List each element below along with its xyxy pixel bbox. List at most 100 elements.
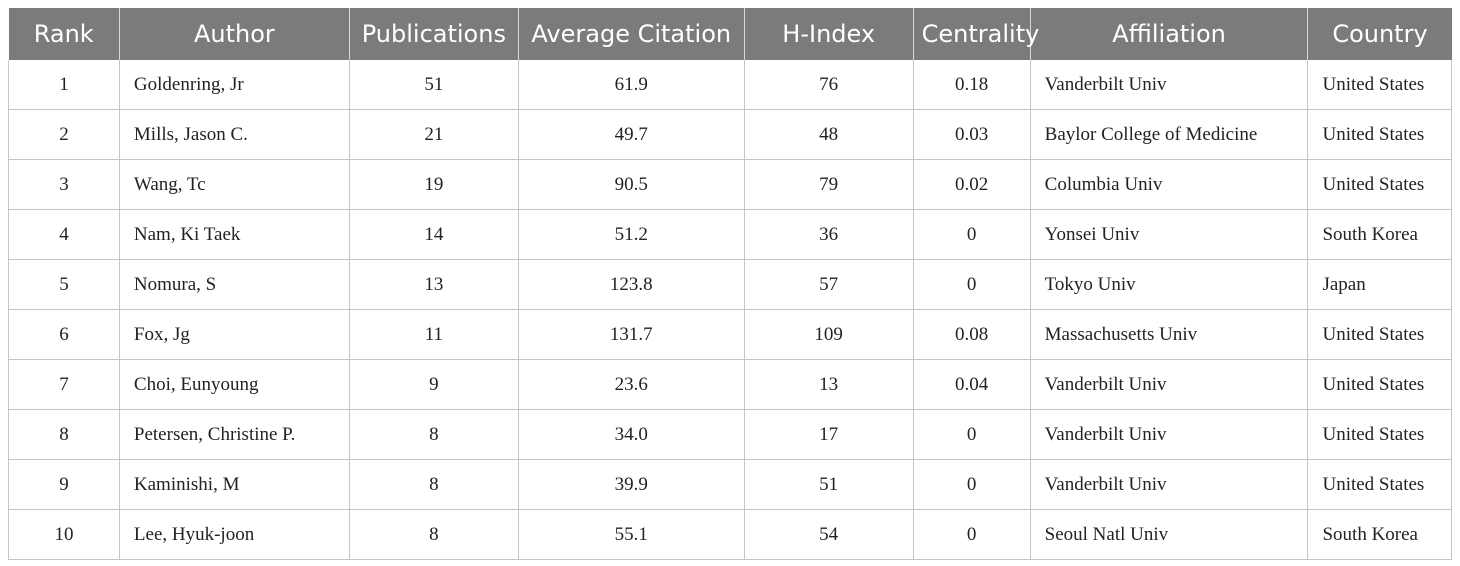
cell-h-index: 57	[744, 259, 914, 310]
cell-average-citation: 23.6	[518, 359, 745, 410]
table-row: 10 Lee, Hyuk-joon 8 55.1 54 0 Seoul Natl Univ S…	[8, 509, 1452, 560]
header-author: Author	[119, 8, 350, 60]
cell-author: Fox, Jg	[119, 309, 350, 360]
cell-country: United States	[1307, 359, 1452, 410]
cell-h-index: 54	[744, 509, 914, 560]
table-row: 1 Goldenring, Jr 51 61.9 76 0.18 Vanderbilt Un…	[8, 60, 1452, 110]
cell-average-citation: 131.7	[518, 309, 745, 360]
cell-affiliation: Vanderbilt Univ	[1030, 409, 1309, 460]
cell-centrality: 0	[913, 459, 1031, 510]
header-average-citation: Average Citation	[518, 8, 745, 60]
cell-rank: 4	[8, 209, 120, 260]
cell-rank: 6	[8, 309, 120, 360]
cell-rank: 3	[8, 159, 120, 210]
cell-country: Japan	[1307, 259, 1452, 310]
table-header-row: Rank Author Publications Average Citatio…	[8, 8, 1452, 60]
cell-country: United States	[1307, 409, 1452, 460]
cell-rank: 7	[8, 359, 120, 410]
cell-average-citation: 39.9	[518, 459, 745, 510]
cell-author: Choi, Eunyoung	[119, 359, 350, 410]
cell-affiliation: Baylor College of Medicine	[1030, 109, 1309, 160]
cell-average-citation: 34.0	[518, 409, 745, 460]
table-row: 7 Choi, Eunyoung 9 23.6 13 0.04 Vanderbilt Uni…	[8, 359, 1452, 410]
cell-h-index: 13	[744, 359, 914, 410]
cell-author: Nomura, S	[119, 259, 350, 310]
cell-publications: 19	[349, 159, 519, 210]
cell-average-citation: 90.5	[518, 159, 745, 210]
cell-author: Petersen, Christine P.	[119, 409, 350, 460]
cell-h-index: 109	[744, 309, 914, 360]
cell-country: United States	[1307, 109, 1452, 160]
cell-affiliation: Yonsei Univ	[1030, 209, 1309, 260]
cell-h-index: 36	[744, 209, 914, 260]
cell-centrality: 0.04	[913, 359, 1031, 410]
cell-centrality: 0	[913, 409, 1031, 460]
cell-country: United States	[1307, 159, 1452, 210]
cell-author: Nam, Ki Taek	[119, 209, 350, 260]
cell-rank: 10	[8, 509, 120, 560]
cell-rank: 2	[8, 109, 120, 160]
cell-rank: 9	[8, 459, 120, 510]
cell-rank: 8	[8, 409, 120, 460]
table-row: 4 Nam, Ki Taek 14 51.2 36 0 Yonsei Univ South K…	[8, 209, 1452, 260]
cell-country: South Korea	[1307, 509, 1452, 560]
cell-h-index: 76	[744, 60, 914, 110]
cell-author: Kaminishi, M	[119, 459, 350, 510]
cell-publications: 11	[349, 309, 519, 360]
table-row: 6 Fox, Jg 11 131.7 109 0.08 Massachusetts Univ…	[8, 309, 1452, 360]
cell-centrality: 0.08	[913, 309, 1031, 360]
header-h-index: H-Index	[744, 8, 914, 60]
cell-author: Lee, Hyuk-joon	[119, 509, 350, 560]
cell-affiliation: Massachusetts Univ	[1030, 309, 1309, 360]
cell-rank: 1	[8, 60, 120, 110]
cell-h-index: 51	[744, 459, 914, 510]
cell-publications: 8	[349, 459, 519, 510]
cell-affiliation: Seoul Natl Univ	[1030, 509, 1309, 560]
cell-publications: 13	[349, 259, 519, 310]
cell-centrality: 0	[913, 509, 1031, 560]
cell-publications: 8	[349, 509, 519, 560]
table-row: 5 Nomura, S 13 123.8 57 0 Tokyo Univ Japan	[8, 259, 1452, 310]
header-centrality: Centrality	[913, 8, 1039, 60]
header-affiliation: Affiliation	[1030, 8, 1309, 60]
cell-affiliation: Vanderbilt Univ	[1030, 359, 1309, 410]
cell-centrality: 0.03	[913, 109, 1031, 160]
cell-country: United States	[1307, 60, 1452, 110]
table-row: 8 Petersen, Christine P. 8 34.0 17 0 Vanderbil…	[8, 409, 1452, 460]
header-publications: Publications	[349, 8, 519, 60]
cell-author: Wang, Tc	[119, 159, 350, 210]
author-table-container: Rank Author Publications Average Citatio…	[8, 8, 1452, 560]
cell-h-index: 79	[744, 159, 914, 210]
cell-publications: 8	[349, 409, 519, 460]
cell-country: United States	[1307, 459, 1452, 510]
cell-publications: 14	[349, 209, 519, 260]
top-authors-table: Rank Author Publications Average Citatio…	[8, 8, 1452, 560]
cell-country: United States	[1307, 309, 1452, 360]
cell-publications: 51	[349, 60, 519, 110]
cell-h-index: 17	[744, 409, 914, 460]
cell-publications: 21	[349, 109, 519, 160]
cell-author: Mills, Jason C.	[119, 109, 350, 160]
cell-affiliation: Vanderbilt Univ	[1030, 459, 1309, 510]
cell-average-citation: 61.9	[518, 60, 745, 110]
cell-centrality: 0.18	[913, 60, 1031, 110]
cell-rank: 5	[8, 259, 120, 310]
cell-affiliation: Columbia Univ	[1030, 159, 1309, 210]
cell-average-citation: 55.1	[518, 509, 745, 560]
header-rank: Rank	[8, 8, 120, 60]
cell-centrality: 0	[913, 209, 1031, 260]
cell-publications: 9	[349, 359, 519, 410]
table-row: 2 Mills, Jason C. 21 49.7 48 0.03 Baylor Colle…	[8, 109, 1452, 160]
cell-country: South Korea	[1307, 209, 1452, 260]
header-country: Country	[1307, 8, 1452, 60]
cell-average-citation: 51.2	[518, 209, 745, 260]
cell-affiliation: Tokyo Univ	[1030, 259, 1309, 310]
cell-centrality: 0	[913, 259, 1031, 310]
cell-affiliation: Vanderbilt Univ	[1030, 60, 1309, 110]
table-row: 9 Kaminishi, M 8 39.9 51 0 Vanderbilt Univ Unit…	[8, 459, 1452, 510]
cell-average-citation: 49.7	[518, 109, 745, 160]
cell-centrality: 0.02	[913, 159, 1031, 210]
cell-author: Goldenring, Jr	[119, 60, 350, 110]
cell-h-index: 48	[744, 109, 914, 160]
cell-average-citation: 123.8	[518, 259, 745, 310]
